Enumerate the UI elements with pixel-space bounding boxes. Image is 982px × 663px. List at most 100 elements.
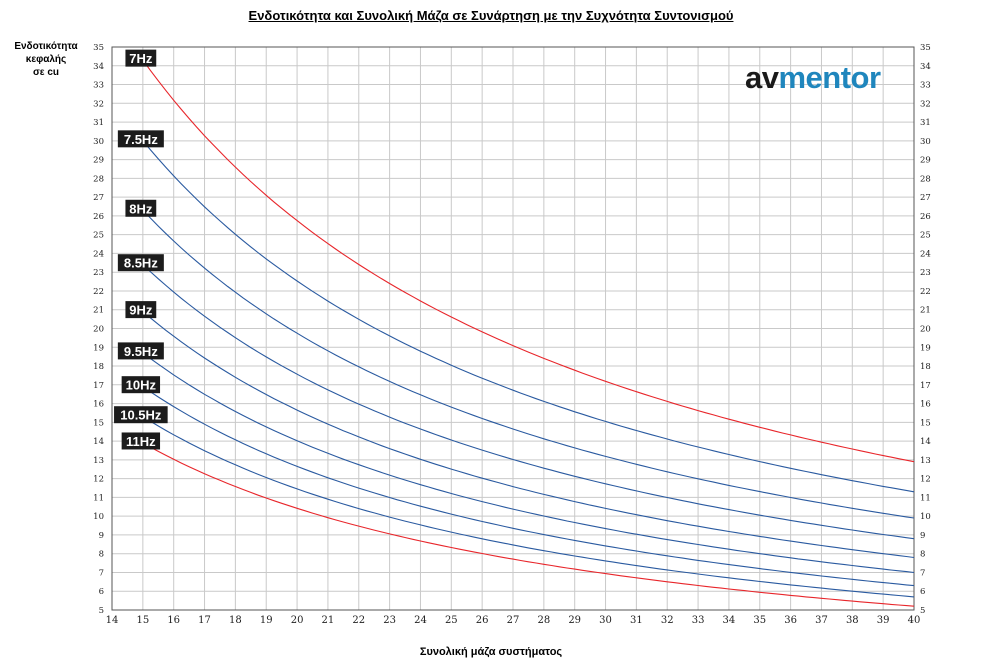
series-label: 11Hz xyxy=(126,434,156,449)
y-tick-label-left: 22 xyxy=(93,287,104,297)
y-tick-label-right: 8 xyxy=(920,550,925,560)
series-label: 8Hz xyxy=(129,201,153,216)
y-axis-label-line: Ενδοτικότητα xyxy=(14,41,78,52)
y-tick-label-left: 9 xyxy=(99,531,104,541)
series-line xyxy=(142,352,915,574)
y-tick-label-right: 35 xyxy=(920,43,931,53)
series-label-box xyxy=(121,432,161,450)
series-label: 10.5Hz xyxy=(120,408,162,423)
plot-frame xyxy=(111,46,915,611)
x-tick-label: 27 xyxy=(507,615,520,626)
y-tick-label-right: 9 xyxy=(920,531,925,541)
x-tick-label: 15 xyxy=(136,615,149,626)
series-label-box xyxy=(121,376,161,394)
chart-title: Ενδοτικότητα και Συνολική Μάζα σε Συνάρτ… xyxy=(248,8,734,23)
series-label-box xyxy=(114,406,168,424)
y-tick-label-left: 8 xyxy=(99,550,104,560)
y-tick-label-left: 28 xyxy=(93,174,104,184)
series-label: 10Hz xyxy=(126,378,157,393)
y-tick-label-right: 26 xyxy=(920,212,931,222)
series-line xyxy=(142,209,915,519)
series-label: 9Hz xyxy=(129,303,153,318)
y-tick-label-left: 6 xyxy=(99,587,104,597)
x-tick-label: 14 xyxy=(106,615,119,626)
y-tick-label-left: 21 xyxy=(93,306,104,316)
y-tick-label-right: 25 xyxy=(920,231,931,241)
x-tick-label: 24 xyxy=(414,615,427,626)
y-tick-label-left: 20 xyxy=(93,325,104,335)
y-tick-label-right: 10 xyxy=(920,512,931,522)
x-tick-label: 23 xyxy=(383,615,396,626)
y-tick-label-right: 34 xyxy=(920,62,931,72)
y-tick-label-left: 24 xyxy=(93,249,104,259)
logo-part-av: av xyxy=(745,60,779,95)
y-tick-label-left: 26 xyxy=(93,212,104,222)
series-line xyxy=(142,140,915,493)
x-tick-label: 22 xyxy=(352,615,365,626)
y-tick-label-right: 14 xyxy=(920,437,931,447)
series-line xyxy=(142,311,915,559)
y-tick-label-right: 22 xyxy=(920,287,931,297)
x-tick-label: 18 xyxy=(229,615,242,626)
y-tick-label-left: 16 xyxy=(93,400,104,410)
y-tick-label-right: 28 xyxy=(920,174,931,184)
y-tick-label-right: 6 xyxy=(920,587,925,597)
x-tick-label: 38 xyxy=(846,615,859,626)
y-axis-label-line: κεφαλής xyxy=(25,54,67,65)
y-tick-label-left: 32 xyxy=(93,99,104,109)
y-tick-label-left: 10 xyxy=(93,512,104,522)
x-tick-label: 20 xyxy=(291,615,304,626)
y-tick-label-left: 35 xyxy=(93,43,104,53)
y-tick-label-left: 23 xyxy=(93,268,104,278)
series-line xyxy=(142,386,915,587)
x-tick-label: 29 xyxy=(568,615,581,626)
y-tick-label-left: 33 xyxy=(93,81,104,91)
y-tick-label-right: 7 xyxy=(920,568,925,578)
y-tick-label-left: 13 xyxy=(93,456,104,466)
x-tick-label: 36 xyxy=(784,615,797,626)
y-tick-label-right: 17 xyxy=(920,381,931,391)
series-label: 7Hz xyxy=(129,51,153,66)
y-tick-label-right: 18 xyxy=(920,362,931,372)
avmentor-logo: avmentor xyxy=(745,60,881,96)
y-tick-label-right: 16 xyxy=(920,400,931,410)
series-label-box xyxy=(117,130,164,148)
y-tick-label-left: 18 xyxy=(93,362,104,372)
x-tick-label: 40 xyxy=(908,615,921,626)
series-label-box xyxy=(125,301,157,319)
y-tick-label-left: 5 xyxy=(99,606,104,616)
y-tick-label-right: 29 xyxy=(920,156,931,166)
y-tick-label-left: 19 xyxy=(93,343,104,353)
y-tick-label-right: 24 xyxy=(920,249,931,259)
series-line xyxy=(142,416,915,598)
y-tick-label-left: 14 xyxy=(93,437,104,447)
series-label-box xyxy=(117,342,164,360)
series-label: 8.5Hz xyxy=(124,256,158,271)
x-tick-label: 26 xyxy=(476,615,489,626)
y-axis-label: Ενδοτικότητα κεφαλής σε cu xyxy=(0,40,92,79)
y-tick-label-right: 30 xyxy=(920,137,931,147)
series-line xyxy=(142,264,915,540)
x-tick-label: 32 xyxy=(661,615,674,626)
y-tick-label-left: 25 xyxy=(93,231,104,241)
x-tick-label: 30 xyxy=(599,615,612,626)
y-tick-label-right: 15 xyxy=(920,418,931,428)
x-tick-label: 33 xyxy=(692,615,705,626)
series-label: 9.5Hz xyxy=(124,344,158,359)
y-tick-label-left: 27 xyxy=(93,193,104,203)
series-label-box xyxy=(125,199,157,217)
y-tick-label-right: 31 xyxy=(920,118,931,128)
series-label-box xyxy=(117,254,164,272)
x-tick-label: 25 xyxy=(445,615,458,626)
y-tick-label-right: 33 xyxy=(920,81,931,91)
x-tick-label: 17 xyxy=(198,615,211,626)
y-tick-label-left: 34 xyxy=(93,62,104,72)
x-tick-label: 39 xyxy=(877,615,890,626)
y-tick-label-right: 23 xyxy=(920,268,931,278)
x-tick-label: 16 xyxy=(167,615,180,626)
y-tick-label-right: 13 xyxy=(920,456,931,466)
x-tick-label: 37 xyxy=(815,615,828,626)
y-tick-label-right: 21 xyxy=(920,306,931,316)
y-axis-label-line: σε cu xyxy=(32,67,60,78)
